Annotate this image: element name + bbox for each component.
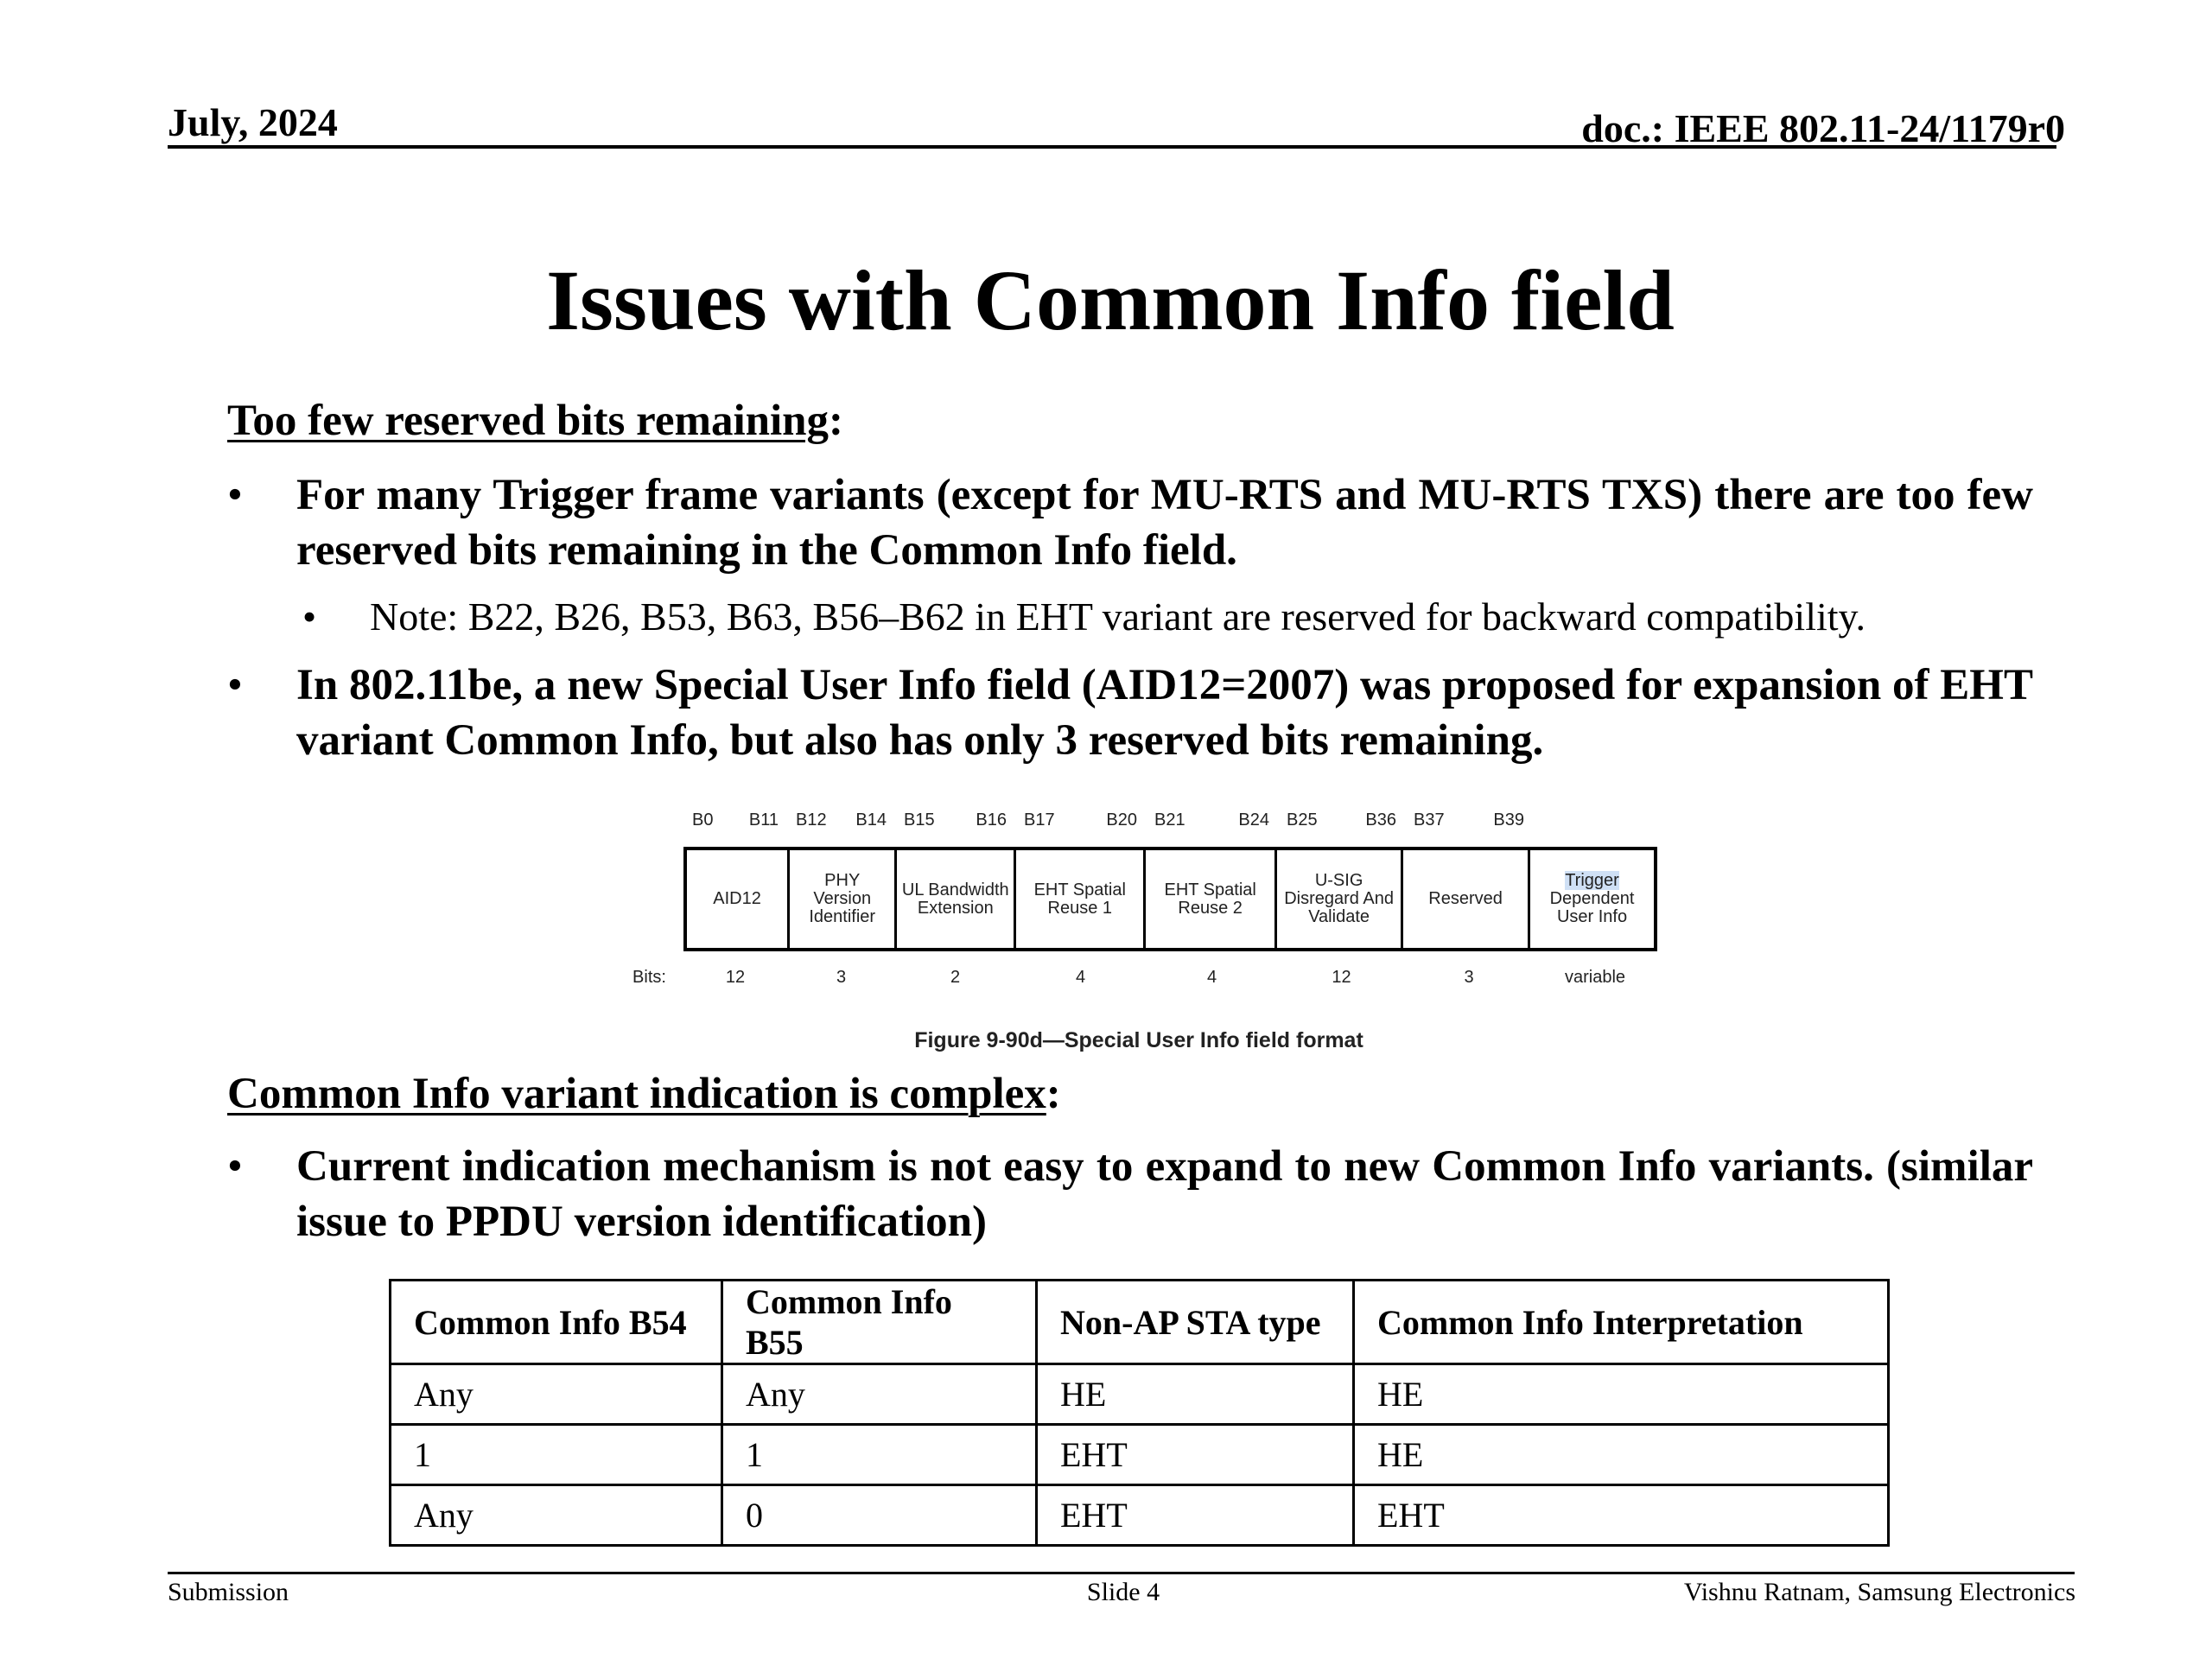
bit-index: B17 (1024, 810, 1055, 830)
bit-range-label: B0 B11 (683, 810, 787, 833)
section-heading-variant-indication: Common Info variant indication is comple… (227, 1070, 1061, 1118)
bit-range-label: B17 B20 (1015, 810, 1146, 833)
field-cell: EHT Spatial Reuse 1 (1016, 850, 1147, 948)
table-cell: HE (1352, 1423, 1890, 1486)
bullet-icon: • (227, 471, 243, 519)
bit-index: B11 (748, 810, 779, 830)
column-header: Common Info B55 (721, 1279, 1038, 1365)
section-heading-reserved-bits: Too few reserved bits remaining: (227, 397, 844, 445)
field-cell: UL Bandwidth Extension (897, 850, 1017, 948)
column-header: Common Info B54 (389, 1279, 723, 1365)
slide-number: Slide 4 (1086, 1578, 1160, 1606)
field-name: U-SIG Disregard And Validate (1281, 872, 1396, 926)
bit-count: 4 (1075, 968, 1086, 987)
field-cell: AID12 (687, 850, 791, 948)
bullet-icon: • (227, 1142, 243, 1191)
bit-range-label: B37 B39 (1405, 810, 1533, 833)
field-cell: U-SIG Disregard And Validate (1277, 850, 1404, 948)
field-name-text: Dependent User Info (1549, 889, 1635, 926)
slide-title: Issues with Common Info field (546, 252, 1675, 348)
table-cell: Any (389, 1363, 723, 1426)
bit-count: 12 (725, 968, 746, 987)
field-format-diagram: AID12 PHY Version Identifier UL Bandwidth … (683, 847, 1657, 951)
bits-label: Bits: (632, 968, 666, 987)
field-cell: PHY Version Identifier (790, 850, 898, 948)
field-cell: Reserved (1403, 850, 1531, 948)
bit-range-label: B21 B24 (1146, 810, 1278, 833)
bit-index: B0 (692, 810, 714, 830)
footer-author: Vishnu Ratnam, Samsung Electronics (1683, 1578, 2075, 1606)
table-cell: HE (1035, 1363, 1355, 1426)
bit-range-label: B12 B14 (787, 810, 895, 833)
bit-index: B36 (1365, 810, 1396, 830)
field-name: Trigger Dependent User Info (1536, 871, 1649, 926)
table-cell: EHT (1035, 1484, 1355, 1547)
field-name-text: PHY Version Identifier (809, 871, 876, 926)
common-info-variant-table: Common Info B54 Common Info B55 Non-AP S… (389, 1279, 1890, 1547)
header-divider (168, 145, 2056, 149)
bit-count: 12 (1332, 968, 1351, 987)
field-name: Reserved (1408, 890, 1523, 908)
field-name: AID12 (691, 890, 783, 908)
bit-index: B39 (1493, 810, 1524, 830)
field-name: PHY Version Identifier (794, 872, 890, 926)
column-header: Non-AP STA type (1035, 1279, 1355, 1365)
bullet-item: • For many Trigger frame variants (excep… (227, 467, 2033, 578)
bullet-item: • In 802.11be, a new Special User Info f… (227, 658, 2033, 768)
bullet-icon: • (227, 661, 243, 709)
bit-index: B15 (904, 810, 935, 830)
bit-count: 3 (836, 968, 847, 987)
field-cell: EHT Spatial Reuse 2 (1146, 850, 1278, 948)
table-header-row: Common Info B54 Common Info B55 Non-AP S… (389, 1279, 1890, 1365)
field-name: EHT Spatial Reuse 1 (1020, 880, 1139, 918)
field-name-text: EHT Spatial Reuse 2 (1164, 880, 1256, 918)
highlighted-text: Trigger (1565, 871, 1619, 890)
bit-range-label: B15 B16 (895, 810, 1015, 833)
bit-index: B25 (1287, 810, 1318, 830)
column-header: Common Info Interpretation (1352, 1279, 1890, 1365)
field-name-text: UL Bandwidth Extension (901, 880, 1009, 918)
bit-index: B20 (1106, 810, 1137, 830)
bit-range-label: B25 B36 (1278, 810, 1405, 833)
header-doc-id: doc.: IEEE 802.11-24/1179r0 (1581, 106, 2065, 150)
table-row: Any 0 EHT EHT (389, 1484, 1890, 1547)
field-name: EHT Spatial Reuse 2 (1150, 880, 1270, 918)
bit-range-label (1533, 810, 1657, 833)
bit-count: 2 (950, 968, 961, 987)
bit-count: 4 (1206, 968, 1217, 987)
table-row: Any Any HE HE (389, 1363, 1890, 1426)
table-cell: HE (1352, 1363, 1890, 1426)
table-cell: EHT (1352, 1484, 1890, 1547)
table-cell: Any (389, 1484, 723, 1547)
field-name-text: Reserved (1428, 889, 1503, 908)
field-name: UL Bandwidth Extension (901, 880, 1009, 918)
bullet-item: • Current indication mechanism is not ea… (227, 1139, 2033, 1249)
bit-index: B12 (796, 810, 827, 830)
table-cell: 0 (721, 1484, 1038, 1547)
bit-index: B37 (1414, 810, 1445, 830)
footer-submission: Submission (168, 1578, 289, 1606)
table-cell: 1 (721, 1423, 1038, 1486)
bullet-icon: • (302, 594, 317, 639)
figure-caption: Figure 9-90d—Special User Info field for… (914, 1028, 1363, 1052)
bit-count: 3 (1464, 968, 1474, 987)
bit-index: B21 (1154, 810, 1185, 830)
field-name-text: EHT Spatial Reuse 1 (1033, 880, 1126, 918)
table-row: 1 1 EHT HE (389, 1423, 1890, 1486)
bit-index: B16 (976, 810, 1007, 830)
field-cell: Trigger Dependent User Info (1530, 850, 1654, 948)
sub-bullet-item: • Note: B22, B26, B53, B63, B56–B62 in E… (302, 591, 2039, 643)
table-cell: Any (721, 1363, 1038, 1426)
field-name-text: U-SIG Disregard And Validate (1284, 871, 1394, 926)
footer-divider (168, 1572, 2075, 1574)
table-cell: 1 (389, 1423, 723, 1486)
header-date: July, 2024 (168, 100, 338, 144)
field-name-text: AID12 (713, 889, 761, 908)
table-cell: EHT (1035, 1423, 1355, 1486)
bit-count: variable (1564, 968, 1626, 987)
bit-index: B14 (855, 810, 887, 830)
bit-index: B24 (1238, 810, 1269, 830)
